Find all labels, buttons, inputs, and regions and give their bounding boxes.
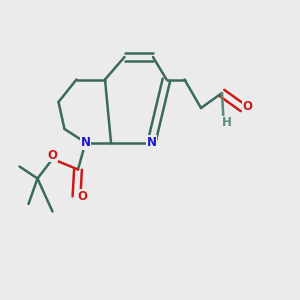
Text: O: O	[47, 149, 58, 162]
Text: O: O	[242, 100, 253, 113]
Text: O: O	[77, 190, 87, 203]
Text: N: N	[146, 136, 157, 149]
Text: H: H	[222, 116, 232, 130]
Text: N: N	[80, 136, 91, 149]
